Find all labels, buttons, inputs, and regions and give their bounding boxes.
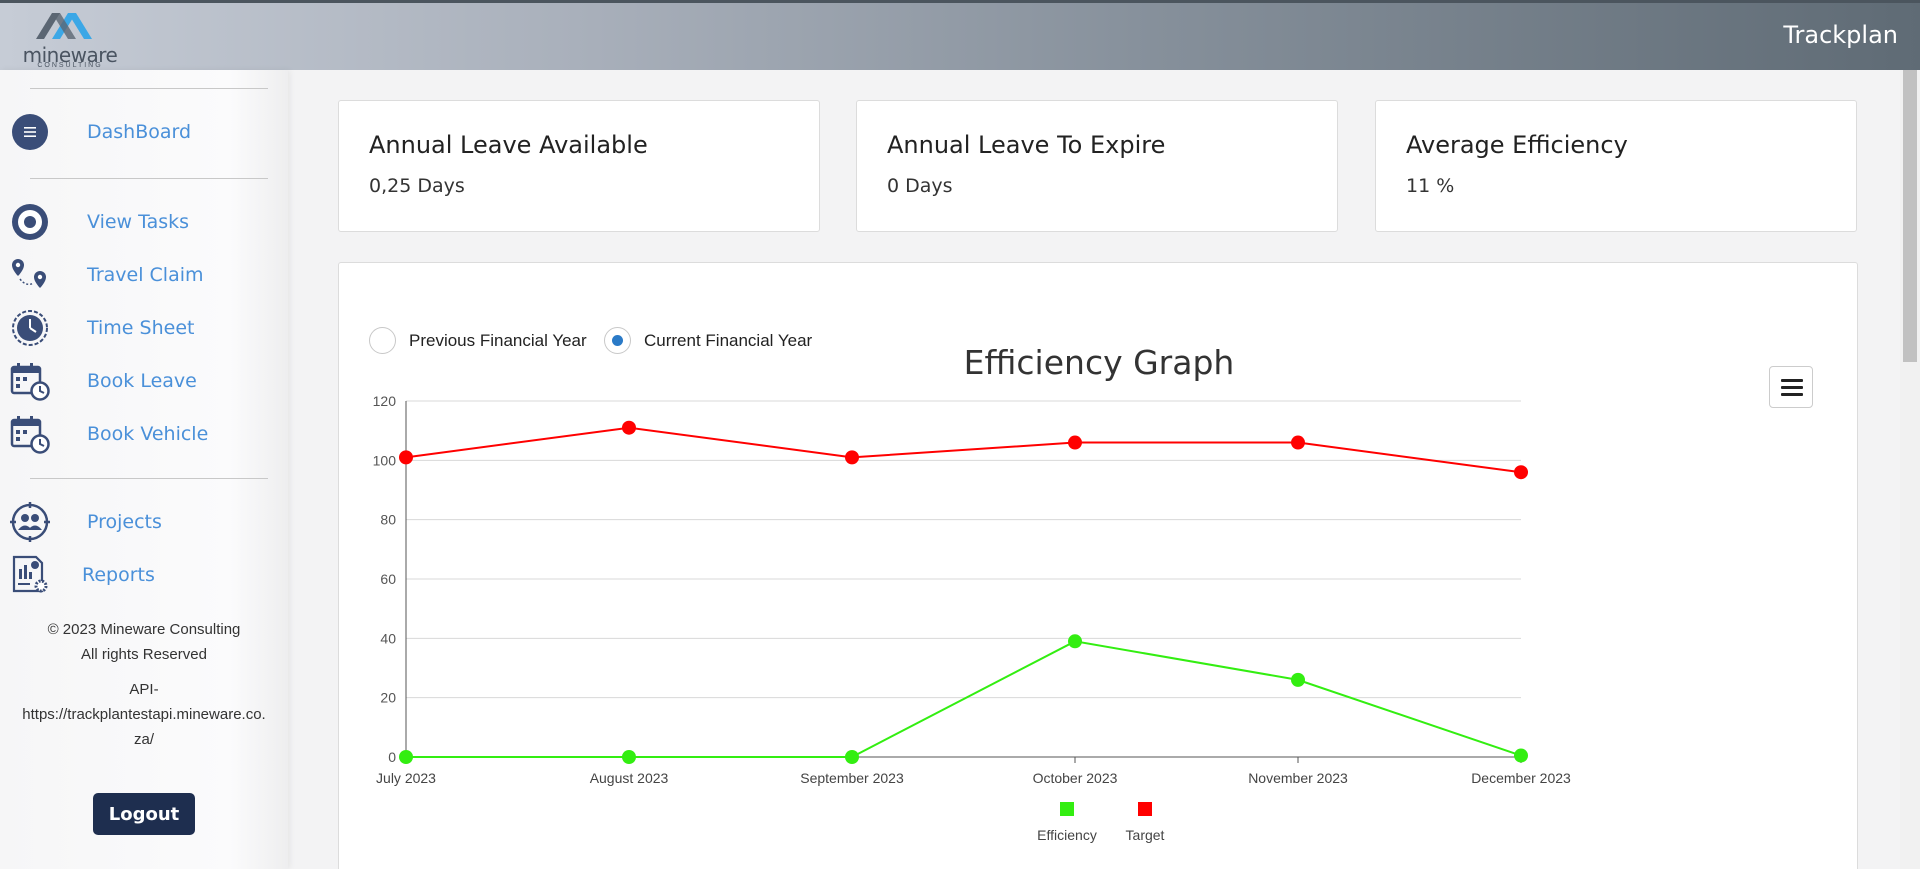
data-point-target[interactable] (399, 450, 413, 465)
data-point-efficiency[interactable] (1068, 634, 1082, 649)
card-annual-leave-to-expire: Annual Leave To Expire 0 Days (856, 100, 1338, 232)
sidebar-divider (30, 478, 268, 479)
top-header: mineware CONSULTING Trackplan (0, 0, 1920, 70)
copyright-text: © 2023 Mineware Consulting (47, 621, 241, 638)
card-value: 0,25 Days (369, 175, 465, 197)
calendar-clock-icon (10, 416, 50, 454)
target-icon (12, 204, 48, 240)
chart-series (399, 420, 1528, 764)
app-title: Trackplan (1783, 21, 1898, 49)
report-icon (12, 555, 48, 593)
data-point-target[interactable] (845, 450, 859, 465)
rights-text: All rights Reserved (81, 646, 207, 663)
sidebar-item-label: Book Vehicle (87, 423, 209, 445)
chart-y-axis: 0 20 40 60 80 100 120 (373, 393, 407, 765)
team-icon (10, 502, 50, 542)
radio-circle (604, 327, 631, 354)
card-title: Average Efficiency (1406, 131, 1628, 159)
api-url-line2: za/ (133, 731, 154, 748)
efficiency-line-chart: Efficiency Graph 0 20 40 60 80 100 120 July 20… (373, 343, 1571, 843)
data-point-target[interactable] (1514, 465, 1528, 480)
data-point-efficiency[interactable] (1291, 672, 1305, 687)
sidebar-item-book-vehicle[interactable]: Book Vehicle (10, 412, 280, 456)
y-tick-label: 0 (388, 749, 396, 765)
clock-icon (12, 310, 48, 346)
mountain-logo-icon (36, 13, 92, 39)
x-tick-label: August 2023 (590, 770, 669, 786)
x-tick-label: November 2023 (1248, 770, 1348, 786)
data-point-efficiency[interactable] (622, 750, 636, 764)
map-pin-icon (12, 259, 46, 288)
data-point-target[interactable] (1068, 435, 1082, 450)
legend-swatch-target[interactable] (1138, 802, 1152, 816)
sidebar-item-reports[interactable]: Reports (10, 553, 280, 597)
x-tick-label: December 2023 (1471, 770, 1571, 786)
sidebar-item-travel-claim[interactable]: Travel Claim (10, 253, 280, 297)
efficiency-graph-panel: Previous Financial Year Current Financia… (338, 262, 1858, 869)
data-point-target[interactable] (622, 420, 636, 435)
radio-label: Previous Financial Year (409, 331, 587, 350)
y-tick-label: 100 (373, 452, 397, 468)
series-line-target (405, 426, 1522, 474)
scrollbar-thumb[interactable] (1903, 70, 1917, 362)
data-point-target[interactable] (1291, 435, 1305, 450)
sidebar-item-label: View Tasks (87, 211, 190, 233)
sidebar: DashBoard View Tasks Travel Claim Time S… (0, 70, 288, 869)
hamburger-icon (1781, 379, 1803, 382)
radio-label: Current Financial Year (644, 331, 813, 350)
y-tick-label: 40 (380, 630, 396, 646)
chart-grid (406, 400, 1521, 758)
data-point-efficiency[interactable] (399, 750, 413, 764)
sidebar-item-label: Book Leave (87, 370, 197, 392)
radio-circle (369, 327, 396, 354)
legend-label-efficiency[interactable]: Efficiency (1037, 827, 1097, 843)
chart-title: Efficiency Graph (964, 343, 1235, 382)
sidebar-item-label: Travel Claim (87, 264, 204, 286)
sidebar-divider (30, 178, 268, 179)
x-tick-label: July 2023 (376, 770, 436, 786)
legend-swatch-efficiency[interactable] (1060, 802, 1074, 816)
calendar-clock-icon (10, 363, 50, 401)
logo-brand-text: mineware (22, 43, 118, 67)
chart-menu-button[interactable] (1769, 366, 1813, 408)
sidebar-item-dashboard[interactable]: DashBoard (10, 110, 280, 154)
sidebar-item-projects[interactable]: Projects (10, 500, 280, 544)
legend-label-target[interactable]: Target (1126, 827, 1165, 843)
sidebar-divider (30, 88, 268, 89)
y-tick-label: 80 (380, 512, 396, 528)
radio-selected-dot (612, 335, 623, 346)
series-line-efficiency (406, 640, 1522, 758)
card-title: Annual Leave To Expire (887, 131, 1166, 159)
sidebar-item-time-sheet[interactable]: Time Sheet (10, 306, 280, 350)
x-tick-label: October 2023 (1033, 770, 1118, 786)
logout-button[interactable]: Logout (93, 793, 195, 835)
sidebar-item-label: Projects (87, 511, 162, 533)
card-value: 11 % (1406, 175, 1455, 197)
chart-x-axis: July 2023 August 2023 September 2023 Octobe… (376, 756, 1571, 786)
card-average-efficiency: Average Efficiency 11 % (1375, 100, 1857, 232)
card-value: 0 Days (887, 175, 953, 197)
sidebar-item-book-leave[interactable]: Book Leave (10, 359, 280, 403)
sidebar-item-view-tasks[interactable]: View Tasks (10, 200, 280, 244)
api-url-line1: https://trackplantestapi.mineware.co. (22, 706, 266, 723)
data-point-efficiency[interactable] (1514, 748, 1528, 763)
card-annual-leave-available: Annual Leave Available 0,25 Days (338, 100, 820, 232)
sidebar-item-label: Time Sheet (87, 317, 195, 339)
company-logo[interactable]: mineware CONSULTING (18, 7, 122, 69)
data-point-efficiency[interactable] (845, 750, 859, 764)
sidebar-item-label: DashBoard (87, 121, 192, 143)
y-tick-label: 120 (373, 393, 397, 409)
chart-legend[interactable]: Efficiency Target (1037, 802, 1165, 843)
menu-icon (12, 114, 48, 150)
y-tick-label: 60 (380, 571, 396, 587)
logo-sub-text: CONSULTING (37, 62, 103, 69)
api-label: API- (129, 681, 159, 698)
page-scrollbar[interactable] (1900, 70, 1920, 869)
card-title: Annual Leave Available (369, 131, 648, 159)
sidebar-item-label: Reports (82, 564, 155, 586)
y-tick-label: 20 (380, 690, 396, 706)
x-tick-label: September 2023 (800, 770, 904, 786)
